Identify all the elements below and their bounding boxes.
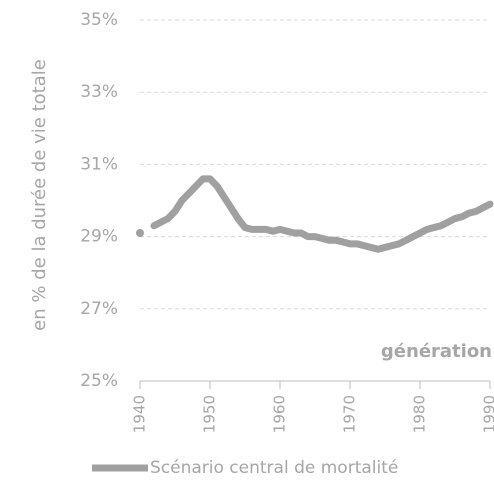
x-tick-label: 1980	[411, 395, 429, 433]
data-line	[150, 175, 494, 253]
annotation: génération	[381, 341, 492, 362]
x-tick-label: 1940	[131, 395, 149, 433]
x-tick-label: 1950	[201, 395, 219, 433]
data-point	[136, 228, 144, 237]
legend-label: Scénario central de mortalité	[150, 458, 398, 478]
x-tick-label: 1990	[481, 395, 494, 433]
y-axis-label: en % de la durée de vie totale	[29, 59, 50, 331]
y-tick-label: 27%	[80, 299, 118, 319]
y-tick-label: 29%	[80, 227, 118, 247]
y-tick-label: 25%	[80, 371, 118, 391]
y-tick-label: 33%	[80, 82, 118, 102]
y-tick-label: 35%	[80, 10, 118, 30]
x-tick-label: 1960	[271, 395, 289, 433]
x-tick-label: 1970	[341, 395, 359, 433]
y-tick-label: 31%	[80, 154, 118, 174]
